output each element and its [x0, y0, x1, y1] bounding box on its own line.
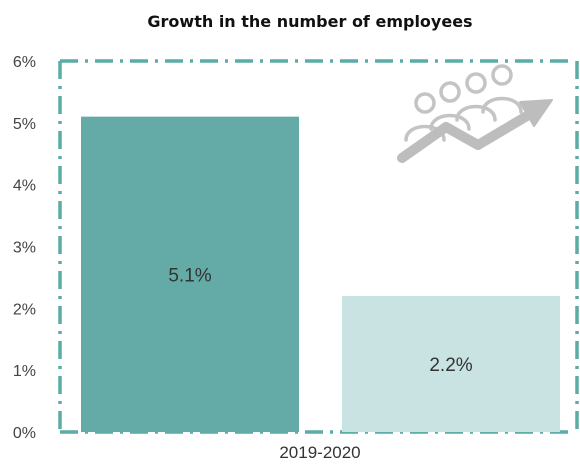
- y-axis: 0% 1% 2% 3% 4% 5% 6%: [13, 54, 36, 442]
- y-tick-label: 0%: [13, 425, 36, 442]
- bar-1: [342, 295, 560, 432]
- y-tick-label: 2%: [13, 301, 36, 318]
- y-tick-label: 5%: [13, 116, 36, 133]
- bar-labels: 5.1% 2.2%: [168, 265, 472, 376]
- bars: [81, 116, 560, 433]
- people-growth-arrow-icon: [397, 64, 553, 163]
- y-tick-label: 4%: [13, 178, 36, 195]
- y-tick-label: 3%: [13, 240, 36, 257]
- y-tick-label: 6%: [13, 54, 36, 71]
- x-tick-label: 2019-2020: [279, 443, 360, 462]
- y-tick-label: 1%: [13, 363, 36, 380]
- bar-value-label-0: 5.1%: [168, 265, 211, 286]
- bar-0: [81, 116, 299, 433]
- chart-title: Growth in the number of employees: [147, 12, 472, 31]
- bar-value-label-1: 2.2%: [429, 355, 472, 376]
